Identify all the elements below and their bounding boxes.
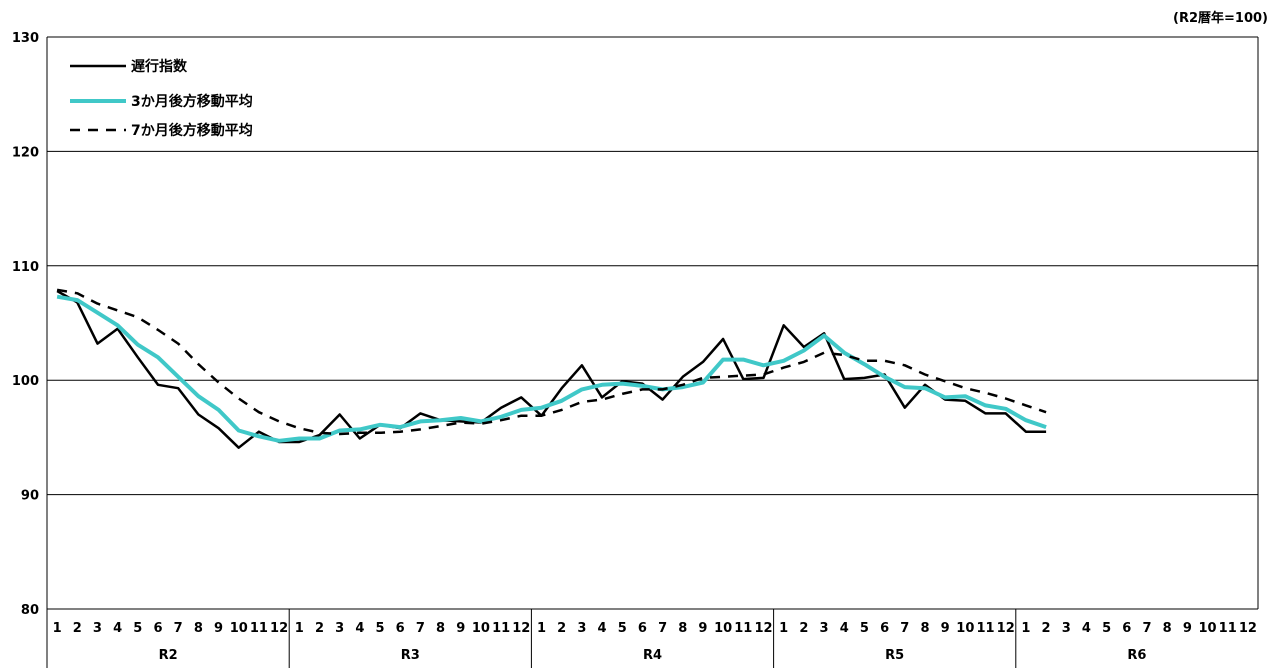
x-tick-label: 7 [900,621,909,636]
x-tick-label: 1 [537,621,546,636]
x-tick-label: 5 [376,621,385,636]
x-tick-label: 6 [638,621,647,636]
x-group-label: R6 [1127,648,1146,663]
x-tick-label: 1 [295,621,304,636]
x-tick-label: 6 [396,621,405,636]
x-tick-label: 3 [577,621,586,636]
x-tick-label: 12 [754,621,772,636]
series-line-2 [56,294,1047,443]
x-tick-label: 3 [335,621,344,636]
x-tick-label: 3 [1062,621,1071,636]
series-layer [56,288,1047,449]
x-tick-label: 2 [73,621,82,636]
x-tick-label: 7 [174,621,183,636]
x-tick-label: 4 [113,621,122,636]
x-tick-label: 12 [1239,621,1257,636]
x-tick-label: 7 [1142,621,1151,636]
x-tick-label: 11 [1219,621,1237,636]
x-tick-label: 11 [976,621,994,636]
x-tick-label: 5 [133,621,142,636]
y-tick-label: 110 [12,260,39,275]
x-tick-label: 11 [734,621,752,636]
series-line-3 [56,288,1047,436]
x-tick-label: 3 [820,621,829,636]
x-tick-label: 9 [1183,621,1192,636]
x-tick-label: 10 [956,621,974,636]
y-tick-label: 130 [12,31,39,46]
x-tick-label: 8 [436,621,445,636]
x-tick-label: 5 [1102,621,1111,636]
x-group-label: R3 [401,648,420,663]
y-tick-label: 90 [21,489,39,504]
x-tick-label: 5 [618,621,627,636]
x-tick-label: 2 [315,621,324,636]
x-tick-label: 8 [920,621,929,636]
legend-label-2: 3か月後方移動平均 [131,93,253,110]
x-group-label: R2 [159,648,178,663]
x-tick-label: 2 [799,621,808,636]
x-tick-label: 9 [456,621,465,636]
x-tick-label: 6 [153,621,162,636]
x-tick-label: 10 [714,621,732,636]
x-tick-label: 4 [840,621,849,636]
x-tick-label: 8 [1163,621,1172,636]
x-tick-label: 12 [997,621,1015,636]
x-tick-label: 1 [779,621,788,636]
grid-layer [47,36,1258,610]
unit-label: (R2暦年=100) [1173,10,1268,26]
x-tick-label: 4 [598,621,607,636]
x-tick-label: 10 [230,621,248,636]
x-tick-label: 1 [1021,621,1030,636]
x-tick-label: 9 [941,621,950,636]
x-tick-label: 6 [880,621,889,636]
x-tick-label: 7 [416,621,425,636]
y-tick-label: 120 [12,145,39,160]
y-tick-label: 80 [21,603,39,618]
x-group-label: R5 [885,648,904,663]
legend: 遅行指数 3か月後方移動平均 7か月後方移動平均 [70,58,253,139]
x-tick-label: 8 [194,621,203,636]
x-tick-label: 10 [472,621,490,636]
x-tick-label: 11 [492,621,510,636]
legend-label-1: 遅行指数 [131,58,188,75]
x-tick-label: 7 [658,621,667,636]
legend-label-3: 7か月後方移動平均 [131,122,253,139]
y-tick-label: 100 [12,374,39,389]
x-tick-label: 9 [698,621,707,636]
x-tick-label: 8 [678,621,687,636]
x-tick-label: 6 [1122,621,1131,636]
x-tick-label: 3 [93,621,102,636]
x-tick-label: 11 [250,621,268,636]
x-tick-label: 1 [53,621,62,636]
x-tick-label: 2 [1042,621,1051,636]
x-tick-label: 5 [860,621,869,636]
x-tick-label: 2 [557,621,566,636]
x-tick-label: 12 [512,621,530,636]
x-tick-label: 10 [1198,621,1216,636]
x-tick-label: 9 [214,621,223,636]
x-tick-label: 12 [270,621,288,636]
x-tick-label: 4 [1082,621,1091,636]
x-tick-label: 4 [355,621,364,636]
x-group-label: R4 [643,648,662,663]
